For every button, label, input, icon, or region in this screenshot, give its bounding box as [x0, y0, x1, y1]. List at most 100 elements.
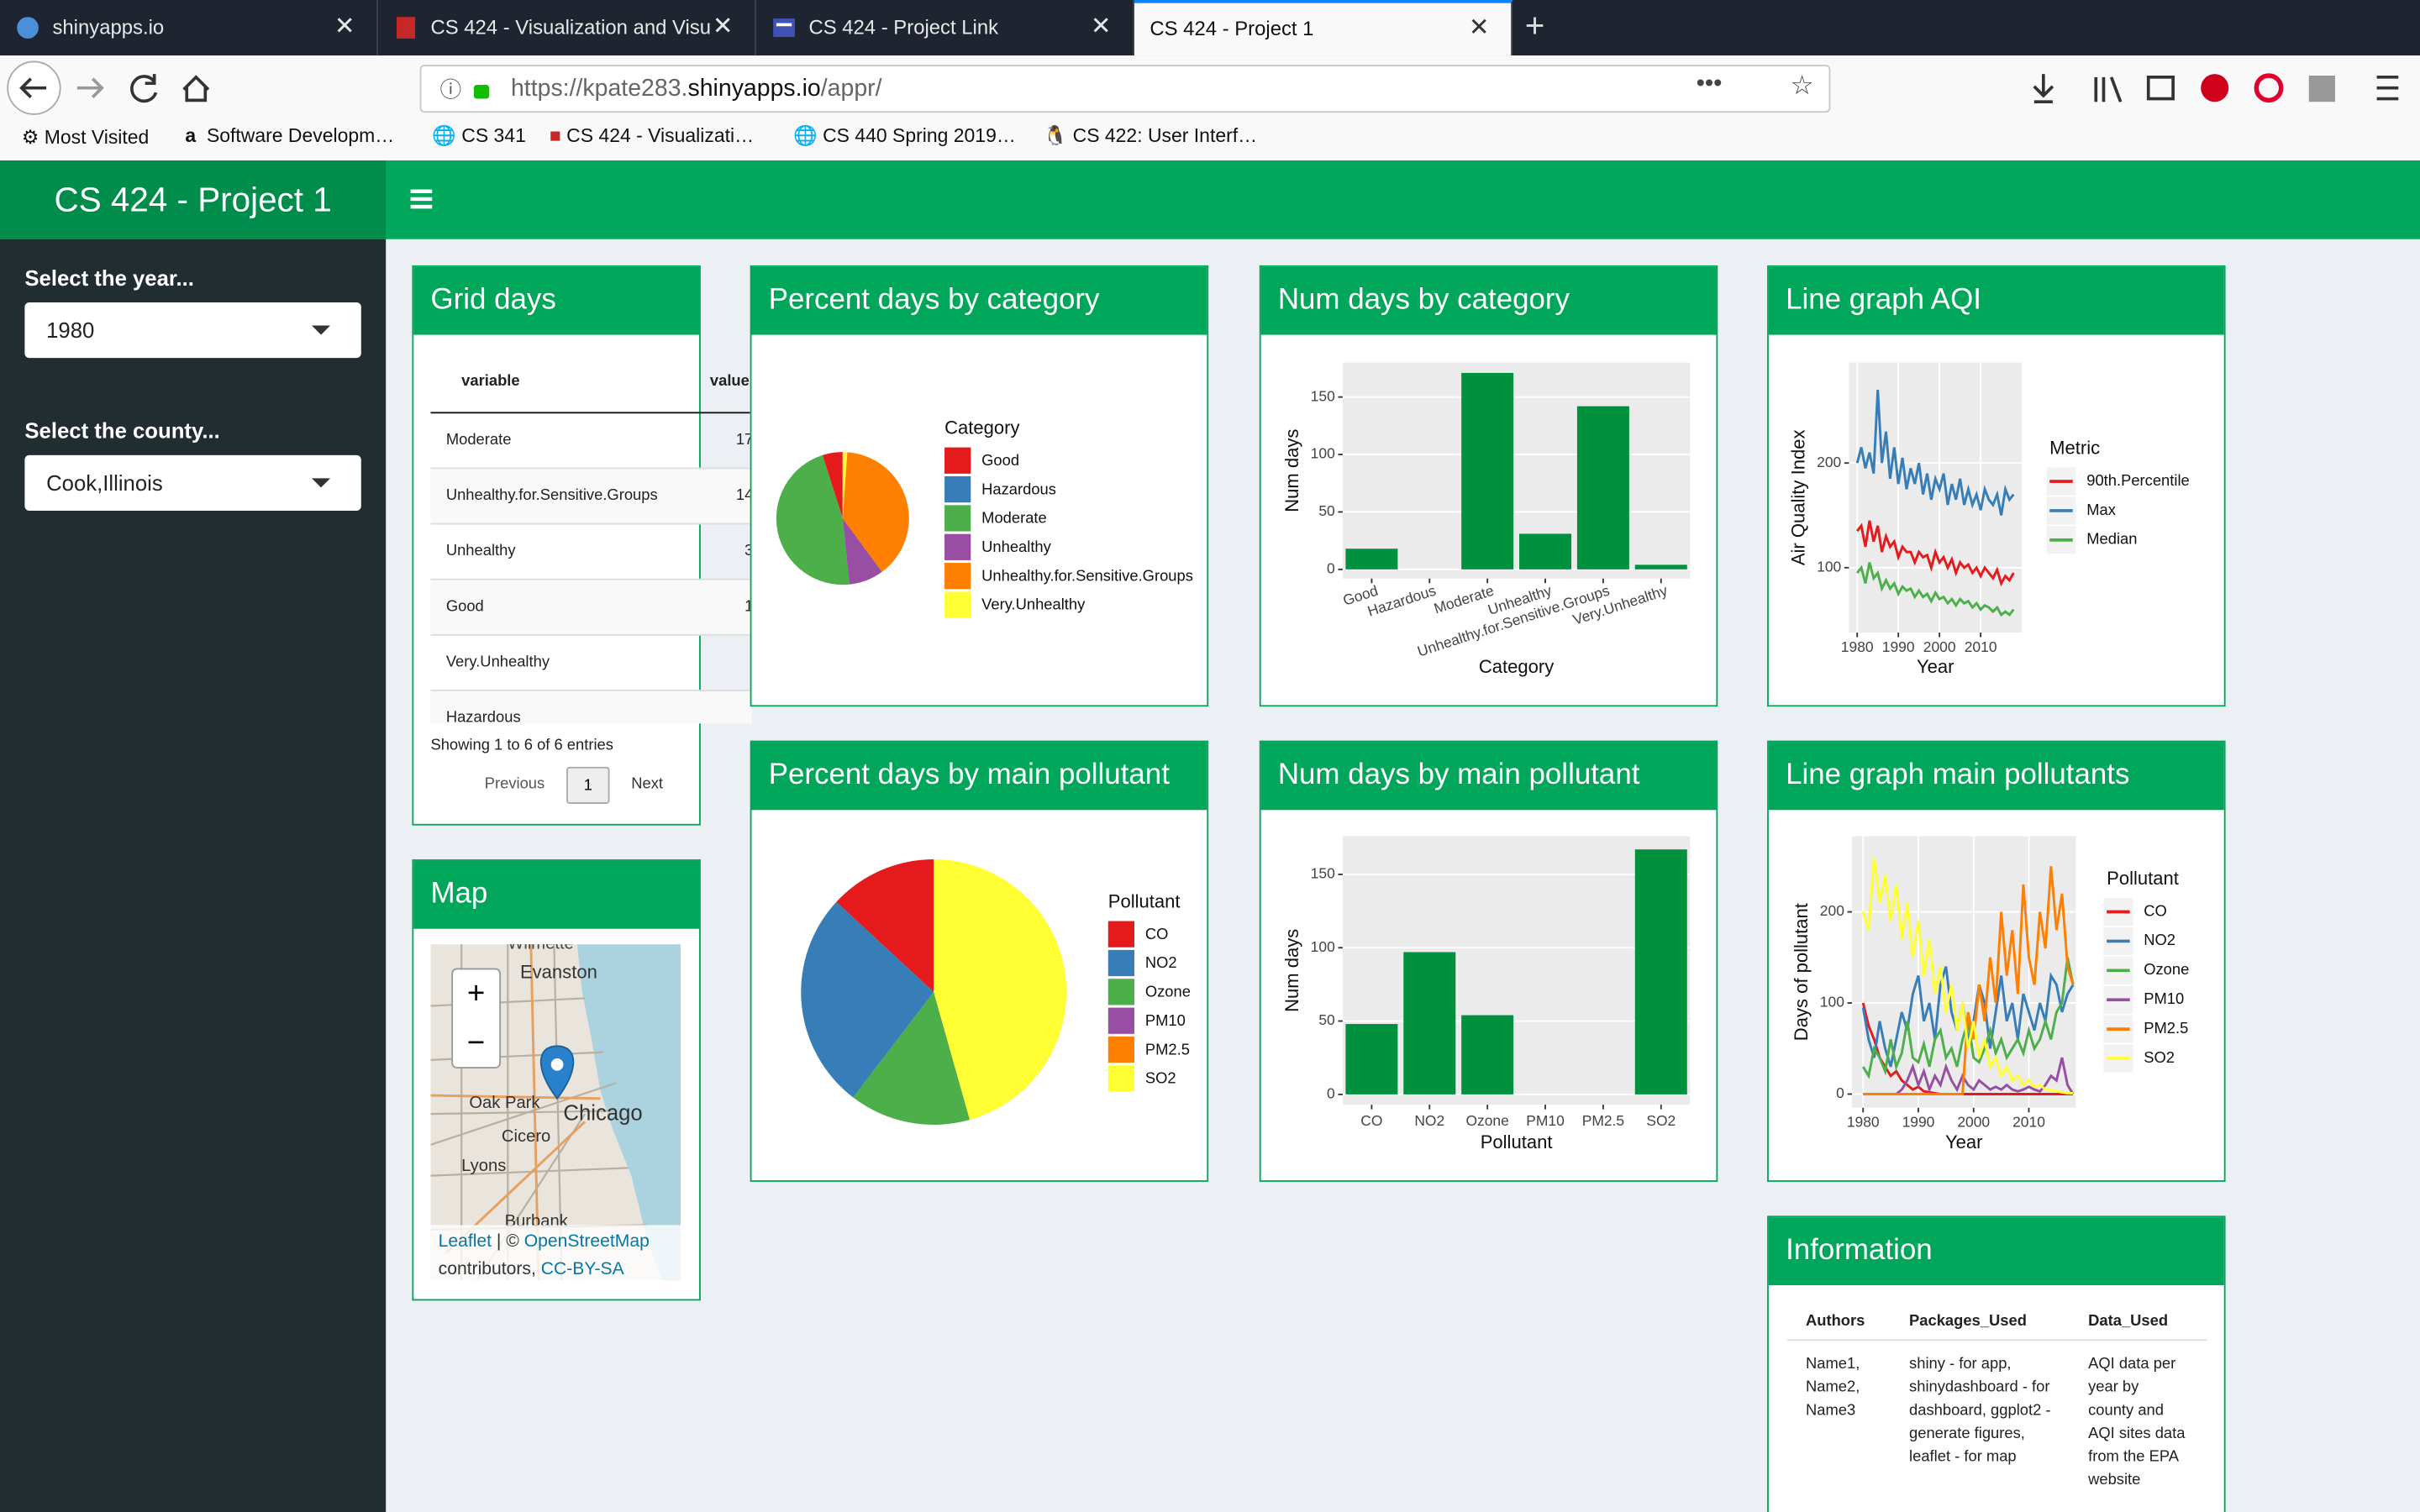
close-icon[interactable]: ✕: [712, 13, 734, 40]
close-icon[interactable]: ✕: [334, 13, 355, 40]
cell: [694, 633, 752, 690]
bookmark-label: CS 422: User Interf…: [1072, 124, 1258, 147]
back-icon: [19, 77, 47, 99]
app-header: [0, 160, 2420, 239]
url: https://kpate283.shinyapps.io/appr/: [511, 76, 882, 103]
column-header: variable: [430, 349, 695, 414]
chart-box: Line graph main pollutants: [1767, 740, 2226, 1182]
map[interactable]: Wilmette Evanston Chicago Oak Park Cicer…: [430, 944, 681, 1281]
bookmark[interactable]: a Software Developm…: [185, 124, 395, 147]
link[interactable]: Leaflet: [438, 1232, 492, 1252]
bookmark-label: CS 440 Spring 2019…: [823, 124, 1016, 147]
chart-box: Num days by main pollutant: [1259, 740, 1718, 1182]
box-title: Information: [1768, 1217, 2224, 1286]
map-marker[interactable]: [539, 1045, 575, 1100]
row: Moderate 17: [430, 412, 752, 469]
row: Unhealthy.for.Sensitive.Groups 14: [430, 467, 752, 524]
text: | ©: [492, 1232, 524, 1252]
bookmark[interactable]: 🌐 CS 341: [432, 124, 526, 147]
column-header: value: [694, 349, 752, 414]
row: Unhealthy3: [430, 522, 752, 580]
cell: 14: [694, 467, 752, 524]
opera-icon[interactable]: [2254, 73, 2284, 103]
tab[interactable]: CS 424 - Project Link ✕: [756, 0, 1135, 56]
county-select[interactable]: Cook,Illinois: [24, 454, 361, 511]
bookmark-label: CS 341: [461, 124, 526, 147]
new-tab[interactable]: +: [1524, 6, 1545, 45]
page-actions[interactable]: •••: [1696, 71, 1723, 97]
tab-title: CS 424 - Project 1: [1150, 17, 1314, 40]
year-label: Select the year...: [24, 265, 194, 291]
prev-button[interactable]: Previous: [484, 775, 545, 794]
header-row: variable value: [430, 349, 752, 414]
bookmark[interactable]: 🌐 CS 440 Spring 2019…: [793, 124, 1016, 147]
link[interactable]: CC-BY-SA: [540, 1260, 624, 1279]
information-box: Information: [1767, 1215, 2226, 1512]
link[interactable]: OpenStreetMap: [523, 1232, 650, 1252]
cell: Unhealthy: [430, 522, 695, 580]
header-cell: Authors: [1786, 1304, 1891, 1341]
tab[interactable]: CS 424 - Project 1 ✕: [1134, 0, 1513, 56]
year-value: 1980: [46, 318, 95, 343]
close-icon[interactable]: ✕: [1090, 13, 1112, 40]
caret: [312, 478, 331, 488]
app-title: CS 424 - Project 1: [0, 160, 387, 239]
cell: 3: [694, 522, 752, 580]
data-table: variable value Moderate 17 Unhealthy.for.Sen…: [430, 349, 752, 724]
box-title: Line graph main pollutants: [1768, 742, 2224, 811]
box-title: Percent days by main pollutant: [751, 742, 1207, 811]
chart-box: Percent days by main pollutant: [750, 740, 1209, 1182]
close-icon[interactable]: ✕: [1468, 15, 1490, 42]
box-title: Num days by category: [1260, 266, 1717, 335]
url-path: /appr/: [820, 76, 882, 102]
attribution-bg: [430, 1225, 681, 1281]
url-scheme: https://kpate283.: [510, 76, 688, 102]
bookmark[interactable]: 🐧 CS 422: User Interf…: [1043, 124, 1258, 147]
tab[interactable]: shinyapps.io ✕: [0, 0, 379, 56]
extension-icon[interactable]: [2308, 76, 2335, 102]
forward-icon[interactable]: [76, 77, 104, 99]
sidebar-icon[interactable]: [2146, 76, 2175, 101]
row: Hazardous: [430, 690, 752, 724]
page-button[interactable]: 1: [566, 766, 610, 804]
zoom-control: [451, 968, 502, 1068]
text: contributors,: [438, 1260, 541, 1279]
place-label: Cicero: [502, 1127, 550, 1146]
year-select[interactable]: 1980: [24, 302, 361, 359]
county-label: Select the county...: [24, 417, 220, 444]
nav-icons: [7, 60, 2399, 115]
cell: Very.Unhealthy: [430, 633, 695, 690]
next-button[interactable]: Next: [631, 775, 663, 794]
bookmark[interactable]: ⚙ Most Visited: [21, 126, 150, 149]
bookmark[interactable]: ■ CS 424 - Visualizati…: [549, 124, 755, 147]
information-table: Authors Packages_Used Data_Used Name1, Nam…: [1786, 1304, 2207, 1504]
marker-dot: [550, 1058, 564, 1071]
cell: AQI data per year by county and AQI site…: [2088, 1356, 2186, 1489]
url-bar[interactable]: ⓘ https://kpate283.shinyapps.io/appr/ ••…: [419, 65, 1831, 113]
favicon: [773, 18, 795, 38]
bookmark-star[interactable]: ☆: [1790, 71, 1814, 101]
zoom-in[interactable]: +: [467, 975, 485, 1010]
download-icon[interactable]: [2033, 74, 2054, 104]
home-icon[interactable]: [182, 75, 210, 102]
table: variable value Moderate 17 Unhealthy.for.Sen…: [430, 349, 752, 724]
row: Name1, Name2, Name3 shiny - for app, shin…: [1787, 1340, 2207, 1504]
county-value: Cook,Illinois: [46, 470, 163, 496]
tab[interactable]: CS 424 - Visualization and Visu ✕: [378, 0, 757, 56]
reload-icon[interactable]: [130, 74, 158, 103]
library-icon[interactable]: [2094, 76, 2123, 102]
chart-box: Percent days by category: [750, 265, 1209, 707]
row: Good1: [430, 578, 752, 635]
adblock-icon[interactable]: [2201, 74, 2229, 102]
tab-title: CS 424 - Visualization and Visu: [430, 15, 712, 39]
info-icon[interactable]: ⓘ: [439, 76, 462, 102]
lake: [576, 944, 681, 1281]
menu-icon[interactable]: [2376, 76, 2399, 101]
place-label: Wilmette: [508, 944, 574, 953]
zoom-out[interactable]: −: [467, 1025, 485, 1059]
favicon: [17, 17, 39, 39]
bookmark-label: CS 424 - Visualizati…: [566, 124, 755, 147]
sidebar-toggle[interactable]: [409, 186, 434, 211]
